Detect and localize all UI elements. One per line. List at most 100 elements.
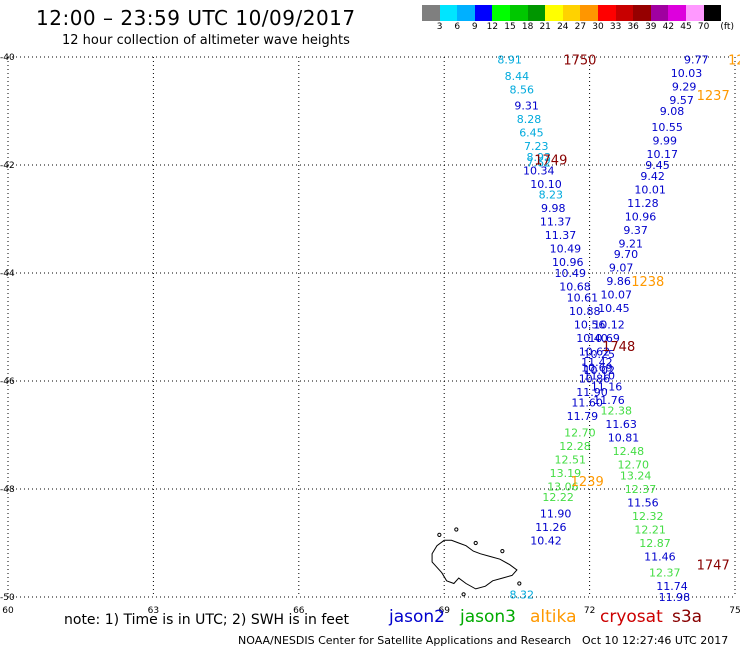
legend-jason2: jason2 [389, 607, 445, 627]
generated-timestamp: Oct 10 12:27:46 UTC 2017 [582, 634, 729, 647]
pass-time-label: 1747 [697, 559, 730, 574]
wave-height-value: 10.12 [593, 318, 625, 331]
wave-height-value: 10.49 [550, 243, 582, 256]
wave-height-value: 9.99 [652, 135, 677, 148]
wave-height-value: 10.02 [584, 364, 616, 377]
wave-height-value: 12.87 [639, 537, 671, 550]
pass-time-label: 1237 [697, 89, 730, 104]
color-swatch [597, 5, 616, 21]
legend-jason3: jason3 [460, 607, 516, 627]
wave-height-value: 10.34 [523, 164, 555, 177]
wave-height-value: 11.90 [540, 507, 572, 520]
color-swatch [439, 5, 458, 21]
pass-time-label: 1238 [631, 275, 664, 290]
color-scale-tick: 21 [539, 22, 551, 32]
color-scale-tick: 39 [645, 22, 657, 32]
color-scale-tick: 33 [609, 22, 622, 32]
wave-height-value: 13.24 [620, 470, 652, 483]
wave-height-value: 10.25 [584, 348, 616, 361]
wave-height-value: 10.40 [576, 332, 608, 345]
wave-height-value: 8.91 [497, 54, 522, 67]
wave-height-value: 9.29 [672, 81, 697, 94]
color-swatch [633, 5, 651, 21]
color-scale-tick: 12 [486, 22, 499, 32]
longitude-label: 63 [148, 606, 159, 616]
lat-lon-grid [7, 56, 736, 598]
color-scale-tick: 3 [436, 22, 443, 32]
wave-height-value: 12.51 [554, 453, 586, 466]
altimeter-tracks: 8.91 8.448.56 9.318.286.457.23 7.628.9310.3… [497, 54, 708, 604]
color-swatch [703, 5, 722, 21]
wave-height-value: 9.42 [640, 170, 665, 183]
wave-height-value: 10.56 [574, 318, 606, 331]
wave-height-value: 11.74 [656, 580, 688, 593]
wave-height-value: 8.44 [505, 70, 530, 83]
wave-height-value: 13.19 [550, 467, 582, 480]
wave-height-value: 7.62 [526, 156, 551, 169]
wave-height-value: 9.07 [609, 262, 634, 275]
wave-height-value: 10.62 [579, 345, 611, 358]
latitude-label: -44 [0, 269, 15, 279]
wave-height-value: 8.28 [517, 113, 542, 126]
color-scale-tick: 6 [454, 22, 461, 32]
wave-height-value: 10.96 [625, 210, 657, 223]
color-swatch [685, 5, 704, 21]
islet-outline [437, 532, 442, 538]
wave-height-value: 10.49 [554, 267, 586, 280]
wave-height-value: 10.61 [567, 291, 599, 304]
units-note: note: 1) Time is in UTC; 2) SWH is in fe… [64, 612, 350, 628]
wave-height-value: 12.70 [564, 426, 596, 439]
wave-height-value: 9.86 [606, 275, 631, 288]
wave-height-value: 13.06 [547, 480, 579, 493]
color-scale-tick: 36 [627, 22, 639, 32]
wave-height-value: 9.45 [645, 159, 670, 172]
wave-height-value: 11.56 [627, 497, 659, 510]
wave-height-value: 11.46 [644, 551, 676, 564]
color-swatch [492, 5, 510, 21]
wave-height-value: 10.17 [647, 148, 679, 161]
legend-s3a: s3a [672, 607, 703, 627]
islet-outline [473, 540, 478, 546]
wave-height-value: 12.28 [559, 440, 591, 453]
color-scale-labels: 3 6 9 12 15 18 21 24 27 30 33 36 39 42 45 70 (ft) [422, 22, 740, 34]
wave-height-value: 12.37 [625, 483, 657, 496]
wave-height-value: 9.57 [669, 94, 694, 107]
longitude-label: 72 [584, 606, 595, 616]
wave-height-value: 9.31 [514, 100, 539, 113]
color-scale-tick: 18 [521, 22, 534, 32]
wave-height-value: 11.90 [576, 386, 608, 399]
latitude-label: -50 [0, 593, 15, 603]
pass-time-label: 1239 [571, 475, 604, 490]
wave-height-value: 10.69 [588, 332, 620, 345]
color-scale-bar [422, 5, 722, 21]
wave-height-value: 10.10 [530, 178, 562, 191]
longitude-label: 66 [293, 606, 305, 616]
color-swatch [527, 5, 546, 21]
color-scale-unit: (ft) [720, 22, 734, 32]
wave-height-value: 12.38 [601, 405, 633, 418]
wave-height-value: 10.81 [608, 432, 640, 445]
color-swatch [422, 5, 440, 21]
wave-height-value: 9.77 [684, 54, 709, 67]
kerguelen-coastline [431, 527, 522, 597]
wave-height-value: 11.26 [535, 521, 567, 534]
wave-height-value: 8.23 [539, 189, 564, 202]
color-swatch [668, 5, 686, 21]
wave-height-value: 11.16 [591, 380, 623, 393]
latitude-label: -40 [0, 53, 15, 63]
wave-height-value: 9.70 [614, 248, 639, 261]
wave-height-value: 10.69 [581, 362, 613, 375]
wave-height-value: 11.28 [627, 197, 659, 210]
wave-height-value: 12.37 [649, 567, 681, 580]
wave-height-value: 9.37 [623, 224, 648, 237]
color-scale-tick: 30 [592, 22, 604, 32]
pass-time-labels: 1750 1749 1748 1747 1236 1237 1238 1239 [534, 54, 740, 574]
wave-height-value: 11.10 [584, 370, 616, 383]
wave-height-value: 10.45 [598, 302, 630, 315]
latitude-label: -48 [0, 485, 15, 495]
wave-height-value: 11.98 [659, 591, 691, 604]
color-scale-tick: 24 [557, 22, 569, 32]
wave-height-value: 7.23 [524, 140, 549, 153]
color-scale-tick: 15 [504, 22, 516, 32]
